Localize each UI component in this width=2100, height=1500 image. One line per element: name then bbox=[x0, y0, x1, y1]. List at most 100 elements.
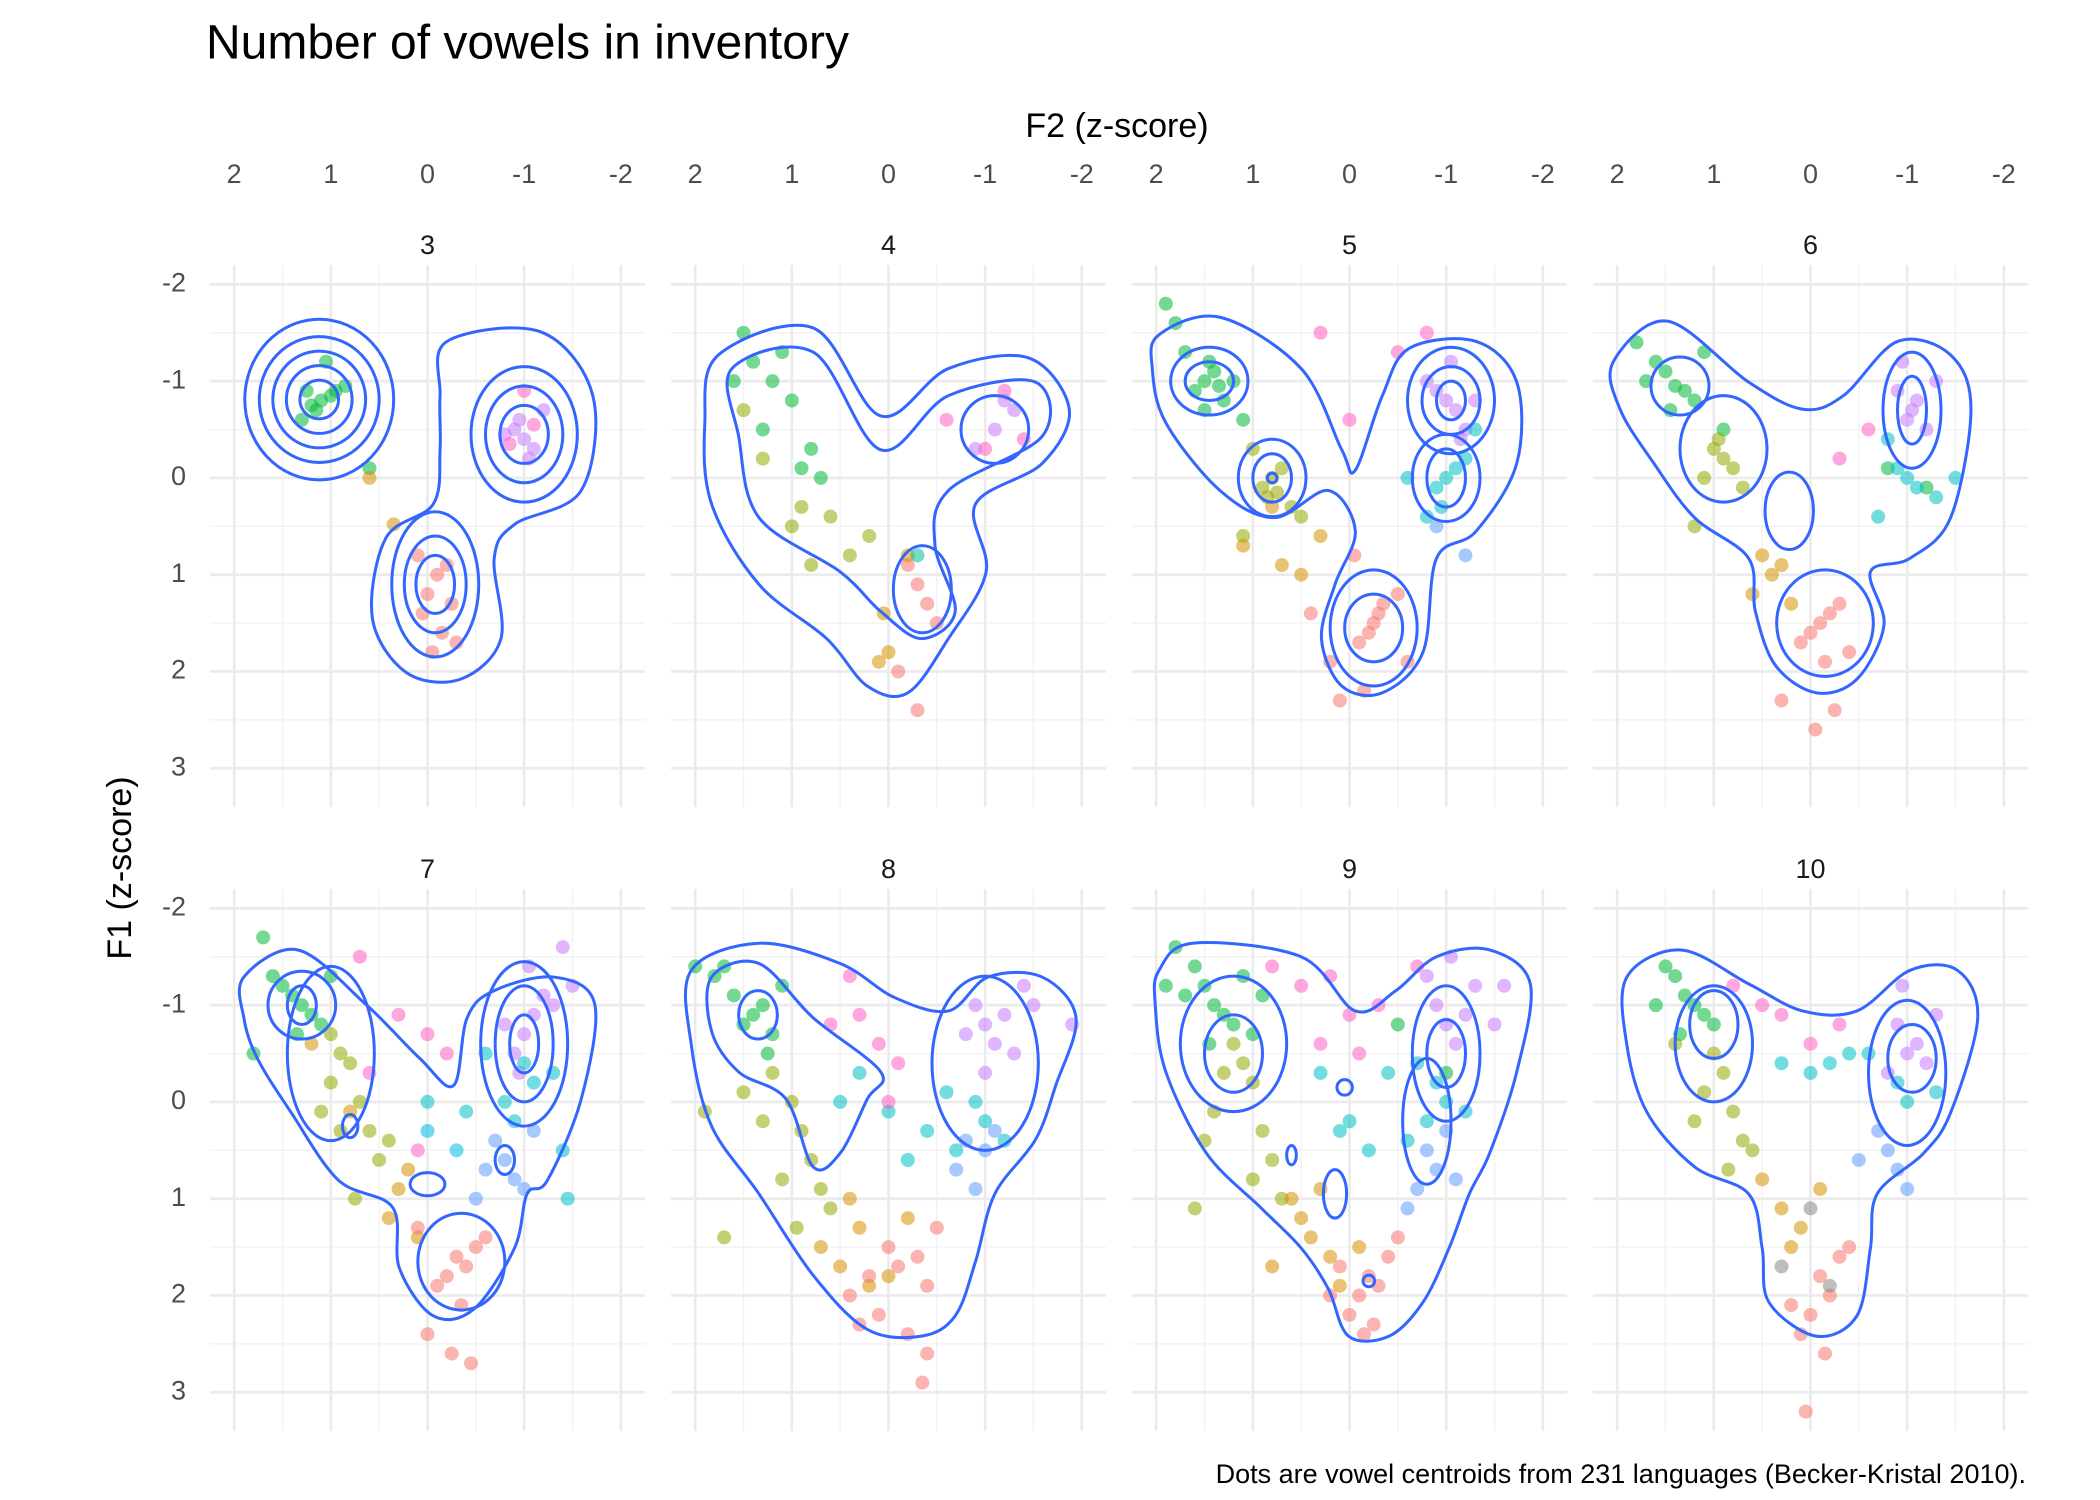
data-point bbox=[765, 1027, 780, 1042]
data-point bbox=[1448, 461, 1463, 476]
data-point bbox=[1178, 988, 1193, 1003]
density-contour bbox=[1620, 948, 1980, 1339]
data-point bbox=[900, 1153, 915, 1167]
data-point bbox=[862, 1278, 877, 1293]
data-point bbox=[1832, 1017, 1847, 1032]
data-point bbox=[1216, 1065, 1231, 1080]
x-tick-label: 0 bbox=[881, 159, 896, 189]
data-point bbox=[852, 1065, 867, 1080]
density-contour bbox=[959, 394, 1031, 465]
data-point bbox=[502, 437, 517, 452]
data-point bbox=[891, 1056, 906, 1071]
data-point bbox=[997, 1133, 1012, 1148]
y-tick-label: -1 bbox=[162, 364, 186, 394]
density-contour bbox=[285, 984, 318, 1027]
data-point bbox=[1784, 596, 1799, 611]
density-contour bbox=[390, 510, 481, 659]
data-point bbox=[526, 1123, 541, 1138]
data-point bbox=[881, 1269, 896, 1284]
data-point bbox=[842, 1191, 857, 1206]
data-point bbox=[362, 1123, 377, 1138]
data-point bbox=[478, 1162, 493, 1177]
data-point bbox=[1822, 606, 1837, 621]
data-point bbox=[1342, 412, 1357, 427]
data-point bbox=[1332, 1259, 1347, 1274]
data-point bbox=[1352, 1288, 1367, 1303]
data-point bbox=[430, 1278, 445, 1293]
data-point bbox=[1439, 470, 1454, 485]
data-point bbox=[1361, 625, 1376, 640]
data-point bbox=[1813, 616, 1828, 631]
data-point bbox=[352, 949, 367, 964]
data-point bbox=[765, 1065, 780, 1080]
facet-label: 5 bbox=[1342, 230, 1357, 260]
data-point bbox=[1735, 1133, 1750, 1148]
data-point bbox=[1294, 567, 1309, 582]
x-tick-label: 2 bbox=[1610, 159, 1625, 189]
data-point bbox=[1270, 485, 1284, 500]
density-contour bbox=[402, 534, 468, 635]
data-point bbox=[891, 664, 906, 679]
data-point bbox=[1274, 461, 1289, 476]
data-point bbox=[430, 567, 445, 582]
data-point bbox=[1909, 393, 1924, 408]
data-point bbox=[920, 1278, 935, 1293]
data-point bbox=[789, 1220, 804, 1235]
x-tick-label: 2 bbox=[688, 159, 703, 189]
data-point bbox=[760, 1046, 775, 1061]
x-tick-label: -2 bbox=[1531, 159, 1555, 189]
data-point bbox=[842, 548, 857, 563]
data-point bbox=[309, 403, 324, 418]
density-contour bbox=[271, 349, 368, 450]
density-contour bbox=[1203, 1013, 1264, 1094]
data-point bbox=[726, 988, 741, 1003]
density-contour bbox=[1881, 350, 1943, 470]
data-point bbox=[1726, 1104, 1741, 1119]
density-contour bbox=[1775, 568, 1875, 678]
data-point bbox=[420, 1123, 435, 1138]
data-point bbox=[1793, 635, 1808, 650]
data-point bbox=[1332, 693, 1347, 708]
y-tick-label: -2 bbox=[162, 267, 186, 297]
data-point bbox=[391, 1007, 406, 1022]
data-point bbox=[1016, 978, 1031, 993]
data-point bbox=[1458, 1007, 1473, 1022]
data-point bbox=[1226, 1017, 1241, 1032]
data-point bbox=[449, 1249, 464, 1264]
data-point bbox=[978, 1114, 993, 1129]
x-tick-label: 0 bbox=[420, 159, 435, 189]
density-contour bbox=[416, 1211, 507, 1312]
data-point bbox=[804, 441, 819, 456]
data-point bbox=[1284, 1191, 1299, 1206]
data-point bbox=[794, 499, 809, 514]
data-point bbox=[842, 969, 857, 984]
data-point bbox=[1774, 1007, 1789, 1022]
data-point bbox=[939, 412, 954, 427]
data-point bbox=[1342, 1307, 1357, 1322]
facet-label: 4 bbox=[881, 230, 896, 260]
data-point bbox=[362, 470, 377, 485]
data-point bbox=[468, 1191, 483, 1206]
density-contour bbox=[243, 317, 396, 482]
data-point bbox=[1265, 499, 1280, 514]
data-point bbox=[401, 1162, 416, 1177]
data-point bbox=[536, 988, 551, 1003]
data-point bbox=[1909, 1036, 1924, 1051]
data-point bbox=[1658, 364, 1673, 379]
data-point bbox=[1158, 978, 1173, 993]
data-point bbox=[1381, 1249, 1396, 1264]
data-point bbox=[1187, 959, 1202, 974]
data-point bbox=[1745, 1143, 1760, 1158]
data-point bbox=[1332, 1278, 1347, 1293]
data-point bbox=[265, 969, 280, 984]
data-point bbox=[755, 451, 770, 466]
x-axis-title: F2 (z-score) bbox=[1025, 107, 1208, 145]
density-contour bbox=[1236, 437, 1308, 519]
data-point bbox=[1818, 654, 1832, 669]
data-point bbox=[1842, 1240, 1857, 1255]
data-point bbox=[1687, 1114, 1702, 1129]
data-point bbox=[968, 441, 983, 456]
data-point bbox=[1332, 1123, 1347, 1138]
data-point bbox=[1755, 548, 1770, 563]
data-point bbox=[1784, 1240, 1799, 1255]
